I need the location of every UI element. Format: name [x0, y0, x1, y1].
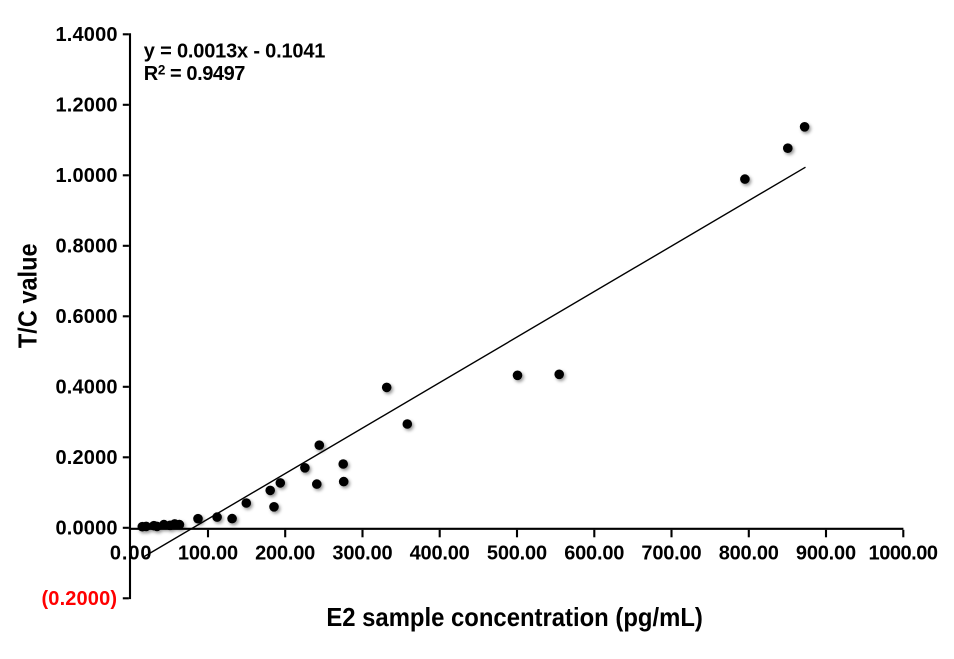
svg-text:400.00: 400.00	[410, 543, 470, 565]
svg-text:y = 0.0013x - 0.1041: y = 0.0013x - 0.1041	[144, 41, 326, 63]
svg-text:0.00: 0.00	[110, 543, 152, 565]
svg-text:T/C value: T/C value	[13, 243, 43, 348]
svg-text:0.2000: 0.2000	[56, 447, 118, 469]
svg-text:(0.2000): (0.2000)	[42, 588, 118, 610]
svg-text:0.4000: 0.4000	[56, 377, 118, 399]
svg-text:1.4000: 1.4000	[56, 24, 118, 46]
svg-text:300.00: 300.00	[332, 543, 392, 565]
svg-text:1.0000: 1.0000	[56, 165, 118, 187]
svg-text:E2 sample concentration (pg/mL: E2 sample concentration (pg/mL)	[326, 602, 703, 632]
svg-text:600.00: 600.00	[564, 543, 624, 565]
svg-text:900.00: 900.00	[796, 543, 856, 565]
svg-text:700.00: 700.00	[641, 543, 701, 565]
svg-text:1.2000: 1.2000	[56, 95, 118, 117]
svg-text:100.00: 100.00	[178, 543, 238, 565]
svg-text:0.8000: 0.8000	[56, 236, 118, 258]
svg-text:500.00: 500.00	[487, 543, 547, 565]
svg-text:0.0000: 0.0000	[56, 518, 118, 540]
svg-text:R2 = 0.9497: R2 = 0.9497	[144, 62, 246, 85]
svg-text:200.00: 200.00	[255, 543, 315, 565]
svg-text:0.6000: 0.6000	[56, 306, 118, 328]
svg-text:1000.00: 1000.00	[869, 543, 939, 565]
svg-text:800.00: 800.00	[719, 543, 779, 565]
